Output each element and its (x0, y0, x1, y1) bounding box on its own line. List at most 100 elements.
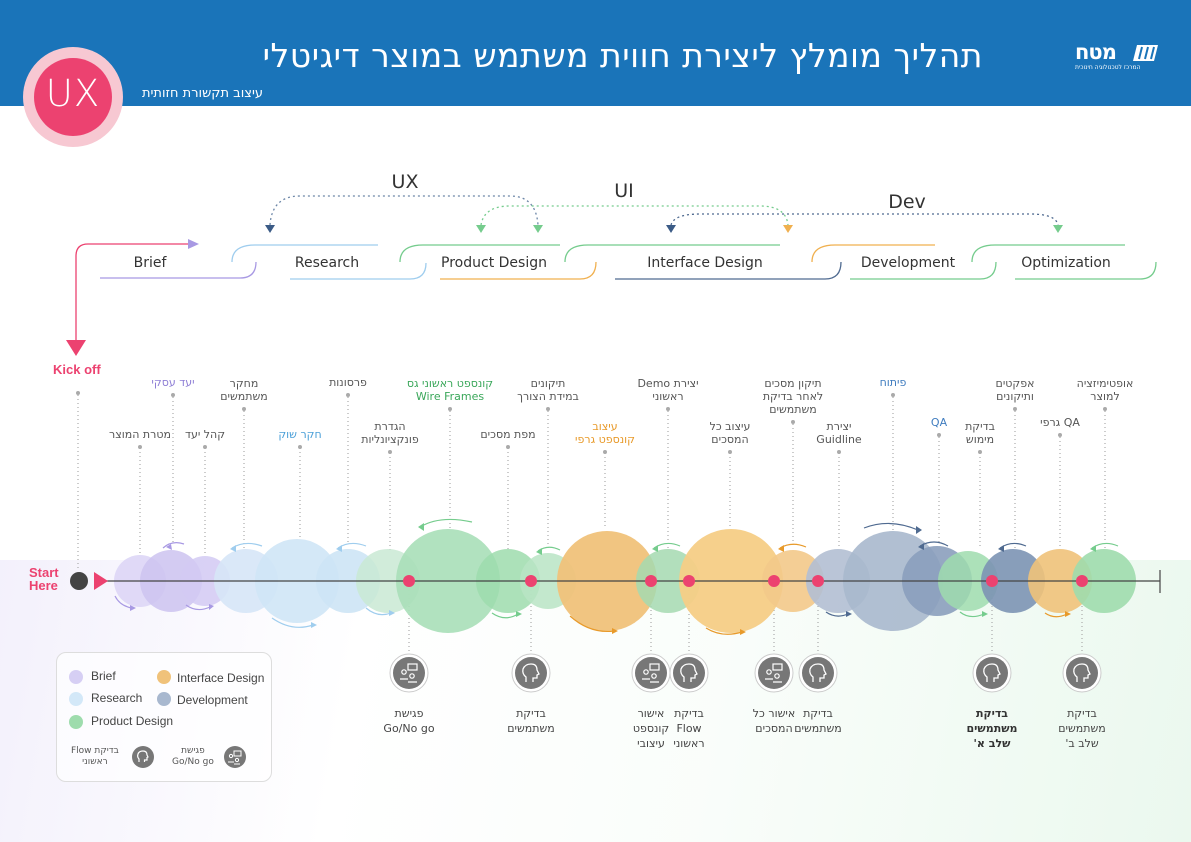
steps_top-label-line: יצירת Demo (637, 377, 699, 390)
steps_top-label: אפקטים ותיקונים (996, 377, 1035, 403)
start-here-label: Start Here (29, 566, 59, 592)
research-line (290, 262, 427, 280)
steps_mid-label: הגדרת פונקציונליות (361, 420, 418, 446)
milestone-label: אישור כל המסכים (753, 706, 795, 736)
milestone-label-line: בדיקת (975, 707, 1009, 720)
milestone-label-line: ראשוני (673, 737, 705, 750)
steps_top-label: פרסונות (329, 376, 367, 389)
steps_top-label-line: פיתוח (879, 376, 907, 389)
page-subtitle: עיצוב תקשורת חזותית (141, 86, 263, 101)
legend-label-research: Research (91, 691, 143, 705)
meeting-icon (224, 746, 246, 768)
milestone-label-line: משתמשים (1058, 722, 1106, 735)
group-label-ui: UI (614, 180, 634, 202)
steps_mid-label: חקר שוק (278, 428, 321, 441)
steps_mid-label-line: מפת מסכים (480, 428, 536, 441)
legend-dot-interface-design (157, 670, 171, 684)
steps_top-label-line: קונספט ראשוני גס (406, 377, 494, 390)
milestone-label: בדיקת משתמשים (507, 706, 555, 736)
milestone-label-line: בדיקת (674, 707, 704, 720)
steps_mid-label-line: המסכים (711, 433, 749, 446)
steps_mid-label-line: חקר שוק (278, 428, 322, 441)
legend-test-label: בדיקת Flow ראשוני (71, 746, 119, 768)
pd-line (440, 261, 597, 280)
steps_top-label-line: ראשוני (652, 390, 684, 403)
legend-test-line1: בדיקת Flow (71, 746, 119, 756)
ux-badge (34, 58, 112, 136)
steps_top-label-line: תיקונים (530, 377, 566, 390)
legend-test-line2: ראשוני (82, 757, 108, 767)
steps_top-label: תיקון מסכים לאחר בדיקת משתמשים (763, 377, 823, 416)
steps_top-label-line: מחקר (229, 377, 259, 390)
legend-label-product-design: Product Design (91, 714, 174, 728)
steps_top-label-line: אפקטים (995, 377, 1035, 390)
research-line-top (231, 244, 378, 263)
page-title: תהליך מומלץ ליצירת חווית משתמש במוצר דיג… (262, 36, 983, 75)
legend-dot-brief (69, 670, 83, 684)
steps_mid-label-line: Guidline (816, 433, 862, 446)
milestone-label: פגישת Go/No go (383, 706, 434, 736)
milestone-label-line: משתמשים (966, 722, 1018, 735)
leader-dots (76, 391, 1107, 454)
user-head-icon (972, 653, 1012, 693)
phase-label-brief: Brief (133, 255, 167, 271)
steps_top-label-line: משתמשים (769, 403, 817, 416)
steps_top-label-line: ותיקונים (996, 390, 1034, 403)
timeline-axis (70, 570, 1161, 593)
steps_top-label-line: יעד עסקי (151, 376, 195, 389)
id-line (615, 261, 842, 280)
id-line-top (564, 244, 780, 263)
user-head-icon (798, 653, 838, 693)
milestone-label-line: שלב א' (973, 737, 1011, 750)
steps_mid-label: מטרת המוצר (109, 428, 171, 441)
steps_top-label: יצירת Demo ראשוני (637, 377, 698, 403)
steps_top-label-line: במידת הצורך (517, 390, 579, 403)
group-brackets (269, 195, 1059, 226)
milestone-label: אישור קונספט עיצובי (633, 706, 669, 751)
steps_top-label: אופטימיזציה למוצר (1077, 377, 1134, 403)
steps_top-label: קונספט ראשוני גס Wire Frames (407, 377, 493, 403)
steps_mid-label: QA (931, 416, 947, 429)
brief-line (100, 261, 257, 279)
legend-meeting-line2: Go/No go (172, 757, 214, 767)
legend-label-interface-design: Interface Design (177, 671, 265, 685)
milestone-label-line: אישור כל (752, 707, 796, 720)
user-head-icon (669, 653, 709, 693)
meeting-icon (754, 653, 794, 693)
dev-line-top (811, 244, 935, 263)
milestone-label-line: בדיקת (516, 707, 546, 720)
meeting-icon (389, 653, 429, 693)
steps_top-label-line: למוצר (1090, 390, 1120, 403)
steps_mid-label-line: הגדרת (374, 420, 406, 433)
group-label-ux: UX (391, 171, 419, 193)
logo-name: מטח (1075, 40, 1117, 64)
milestone-label: בדיקת Flow ראשוני (673, 706, 704, 751)
dev-line (850, 261, 997, 280)
steps_top-label: יעד עסקי (151, 376, 194, 389)
steps_mid-label-line: עיצוב כל (709, 420, 751, 433)
steps_mid-label-line: קהל יעד (184, 428, 226, 441)
steps_mid-label-line: QA גרפי (1040, 416, 1080, 429)
start-here-line1: Start (29, 565, 59, 580)
legend-dot-product-design (69, 715, 83, 729)
steps_top-label-line: אופטימיזציה (1076, 377, 1134, 390)
legend-meeting-line1: פגישת (181, 746, 205, 756)
milestone-dots (403, 575, 1088, 587)
steps_mid-label-line: קונספט גרפי (575, 433, 635, 446)
steps_mid-label: עיצוב כל המסכים (710, 420, 751, 446)
milestone-label-line: עיצובי (637, 737, 665, 750)
legend-label-development: Development (177, 693, 248, 707)
steps_mid-label-line: יצירת (826, 420, 852, 433)
steps_top-label: פיתוח (880, 376, 907, 389)
steps_top-label-line: משתמשים (220, 390, 268, 403)
start-dot (70, 572, 88, 590)
milestone-label-line: בדיקת (803, 707, 833, 720)
phase-label-interface-design: Interface Design (647, 255, 763, 271)
steps_mid-label: בדיקת מימוש (965, 420, 995, 446)
steps_mid-label: יצירת Guidline (816, 420, 861, 446)
kickoff-label: Kick off (53, 362, 101, 377)
start-here-line2: Here (29, 578, 58, 593)
milestone-label-line: משתמשים (507, 722, 555, 735)
user-head-icon (1062, 653, 1102, 693)
